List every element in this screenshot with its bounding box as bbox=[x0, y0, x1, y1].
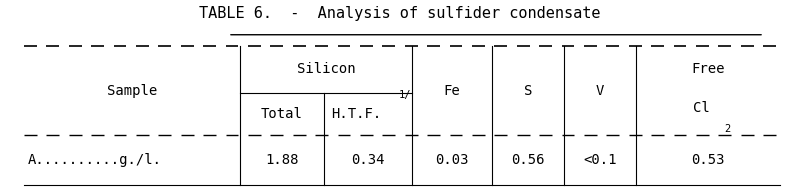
Text: Free: Free bbox=[691, 63, 725, 76]
Text: TABLE 6.  -  Analysis of sulfider condensate: TABLE 6. - Analysis of sulfider condensa… bbox=[199, 6, 601, 21]
Text: Silicon: Silicon bbox=[297, 63, 355, 76]
Text: Cl: Cl bbox=[694, 101, 710, 115]
Text: V: V bbox=[596, 84, 604, 98]
Text: Total: Total bbox=[261, 107, 303, 121]
Text: <0.1: <0.1 bbox=[583, 153, 617, 167]
Text: Fe: Fe bbox=[444, 84, 460, 98]
Text: 2: 2 bbox=[724, 124, 730, 134]
Text: Sample: Sample bbox=[107, 84, 157, 98]
Text: 1/: 1/ bbox=[398, 90, 411, 100]
Text: A..........g./l.: A..........g./l. bbox=[28, 153, 162, 167]
Text: 0.03: 0.03 bbox=[435, 153, 469, 167]
Text: S: S bbox=[524, 84, 532, 98]
Text: 1.88: 1.88 bbox=[266, 153, 298, 167]
Text: 0.53: 0.53 bbox=[691, 153, 725, 167]
Text: 0.56: 0.56 bbox=[511, 153, 545, 167]
Text: H.T.F.: H.T.F. bbox=[331, 107, 381, 121]
Text: 0.34: 0.34 bbox=[351, 153, 385, 167]
